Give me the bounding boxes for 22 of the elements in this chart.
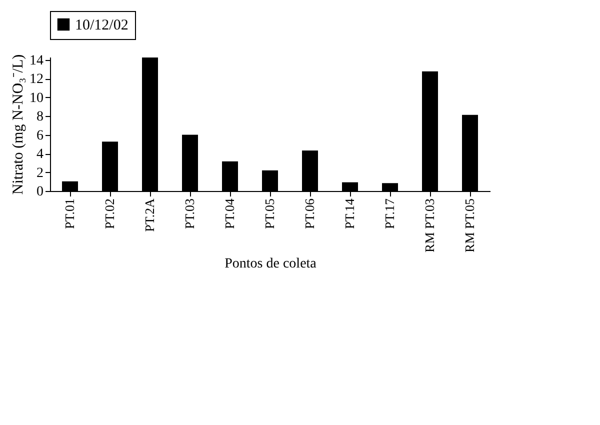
y-tick-label: 12 xyxy=(30,72,44,88)
x-tick-label: RM PT.03 xyxy=(422,198,437,252)
x-tick-label: PT.17 xyxy=(382,198,397,229)
x-tick-label: PT.06 xyxy=(302,198,317,229)
x-tick-label: RM PT.05 xyxy=(462,198,477,252)
x-tick-label: PT.05 xyxy=(262,198,277,229)
y-axis-title: Nitrato (mg N-NO₃⁻/L) xyxy=(10,54,26,195)
y-tick-label: 6 xyxy=(36,128,44,144)
y-tick-label: 0 xyxy=(36,184,44,200)
x-tick-label: PT.01 xyxy=(62,198,77,229)
y-tick-label: 2 xyxy=(36,166,44,181)
y-tick-label: 4 xyxy=(36,147,44,162)
x-tick-label: PT.04 xyxy=(222,198,237,229)
legend-label: 10/12/02 xyxy=(75,18,128,34)
x-axis-title: Pontos de coleta xyxy=(224,256,318,272)
x-tick-label: PT.2A xyxy=(142,198,157,232)
y-tick-label: 10 xyxy=(30,90,44,106)
x-tick-label: PT.03 xyxy=(182,198,197,229)
y-tick-label: 8 xyxy=(36,110,44,125)
y-tick-label: 14 xyxy=(30,53,44,68)
x-tick-label: PT.14 xyxy=(342,198,357,229)
x-tick-label: PT.02 xyxy=(102,198,117,229)
